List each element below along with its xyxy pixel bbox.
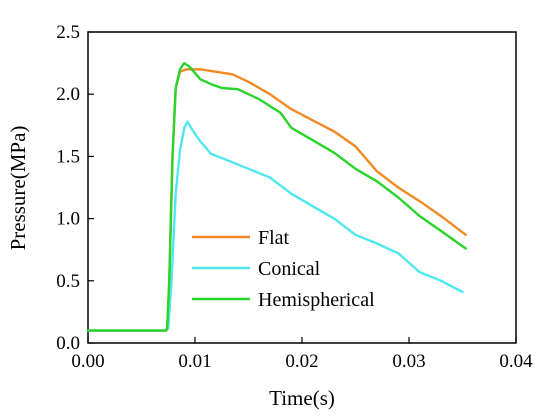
x-tick-label: 0.02 (285, 351, 318, 372)
y-axis-title: Pressure(MPa) (6, 126, 30, 251)
y-tick-label: 0.0 (56, 333, 80, 354)
y-tick-label: 2.5 (56, 22, 80, 43)
y-tick-label: 2.0 (56, 84, 80, 105)
series-line-conical (86, 120, 464, 332)
x-axis-title: Time(s) (269, 386, 335, 410)
legend-label-flat: Flat (258, 227, 290, 249)
legend-label-conical: Conical (258, 258, 321, 280)
y-tick-label: 1.0 (56, 209, 80, 230)
x-tick-label: 0.00 (71, 351, 104, 372)
y-tick-label: 1.5 (56, 146, 80, 167)
series-layer (86, 61, 467, 332)
x-tick-label: 0.03 (392, 351, 425, 372)
x-tick-label: 0.01 (178, 351, 211, 372)
legend-label-hemispherical: Hemispherical (258, 289, 375, 311)
y-axis: 0.0 0.5 1.0 1.5 2.0 2.5 (56, 22, 94, 354)
y-tick-label: 0.5 (56, 271, 80, 292)
legend: Flat Conical Hemispherical (192, 227, 375, 311)
x-tick-label: 0.04 (499, 351, 533, 372)
series-line-hemispherical (86, 61, 467, 332)
x-axis: 0.00 0.01 0.02 0.03 0.04 (71, 337, 533, 372)
